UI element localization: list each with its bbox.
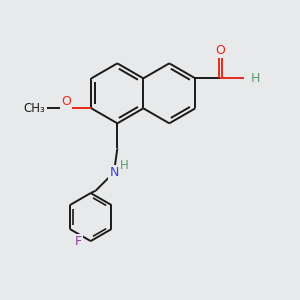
Text: CH₃: CH₃ <box>24 102 46 115</box>
Text: N: N <box>109 166 119 179</box>
Text: O: O <box>61 94 71 107</box>
Text: O: O <box>215 44 225 57</box>
Text: H: H <box>250 72 260 85</box>
Text: H: H <box>120 159 128 172</box>
Text: F: F <box>74 235 82 248</box>
